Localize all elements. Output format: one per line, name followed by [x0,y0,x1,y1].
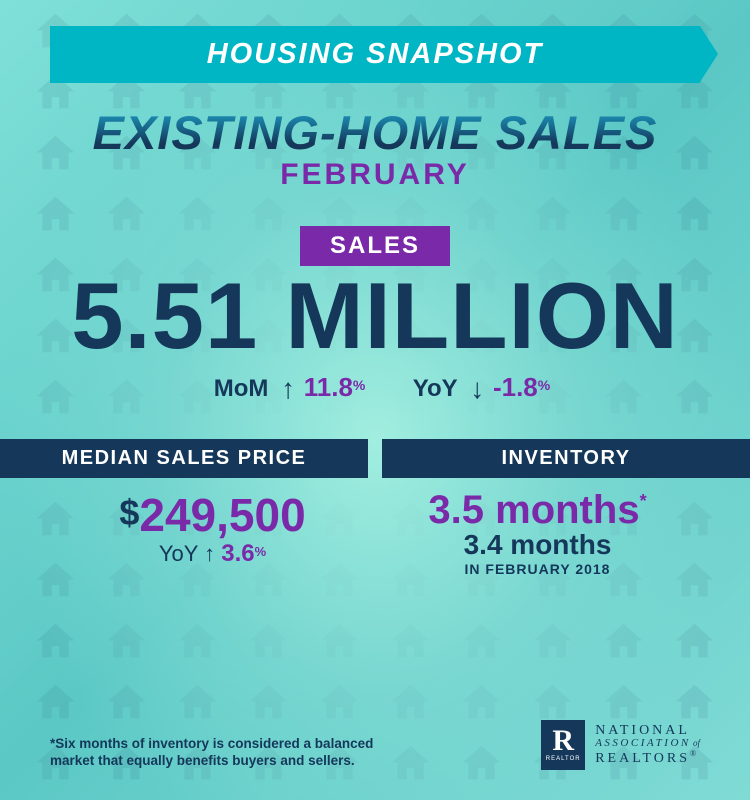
section-headers-row: MEDIAN SALES PRICE INVENTORY [0,439,750,478]
headline-main: EXISTING-HOME SALES [50,105,700,160]
sales-value: 5.51 MILLION [50,262,700,370]
realtor-mark-icon: R REALTOR [541,720,585,770]
inventory-prior: 3.4 months [375,529,700,561]
sales-change-row: MoM ↑ 11.8% YoY ↓ -1.8% [50,372,700,405]
arrow-down-icon: ↓ [470,373,484,404]
inventory-prior-label: IN FEBRUARY 2018 [375,561,700,577]
price-currency: $ [119,492,139,533]
inventory-current: 3.5 months [428,488,639,532]
footnote-star: * [640,491,647,511]
banner-title: HOUSING SNAPSHOT [50,26,700,83]
yoy-label: YoY [413,375,458,402]
yoy-value: -1.8% [493,372,550,402]
median-price-header: MEDIAN SALES PRICE [0,439,368,478]
median-price-column: $249,500 YoY ↑ 3.6% [50,488,375,577]
headline-month: FEBRUARY [50,158,700,192]
arrow-up-icon: ↑ [281,373,295,404]
inventory-header: INVENTORY [382,439,750,478]
nar-logo-text: NATIONAL ASSOCIATION of REALTORS® [595,724,700,767]
inventory-column: 3.5 months* 3.4 months IN FEBRUARY 2018 [375,488,700,577]
price-yoy-row: YoY ↑ 3.6% [50,540,375,568]
arrow-up-icon: ↑ [204,541,215,566]
sales-label-pill: SALES [300,226,450,266]
mom-value: 11.8% [304,372,366,402]
footnote-text: *Six months of inventory is considered a… [50,736,410,770]
nar-logo: R REALTOR NATIONAL ASSOCIATION of REALTO… [541,720,700,770]
mom-label: MoM [214,375,269,402]
price-value: 249,500 [139,489,305,541]
